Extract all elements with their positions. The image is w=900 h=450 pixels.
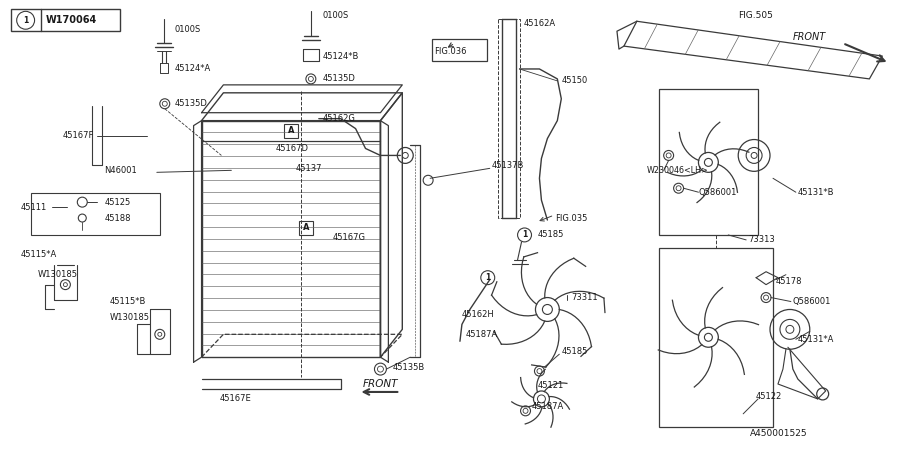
Text: FIG.036: FIG.036: [434, 47, 466, 56]
Text: 45167F: 45167F: [62, 131, 94, 140]
Text: 45122: 45122: [756, 392, 782, 401]
Text: 45131*B: 45131*B: [797, 188, 834, 197]
Text: 45188: 45188: [104, 214, 130, 223]
Text: 45135D: 45135D: [175, 99, 208, 108]
Text: 45125: 45125: [104, 198, 130, 207]
Bar: [432, 39, 487, 61]
Bar: [299, 221, 313, 235]
Text: 45121: 45121: [537, 382, 563, 391]
Text: FIG.035: FIG.035: [555, 214, 588, 223]
Bar: [659, 89, 758, 235]
Text: 45167G: 45167G: [333, 234, 365, 243]
Text: 45185: 45185: [537, 230, 563, 239]
Text: 45115*B: 45115*B: [110, 297, 147, 306]
Text: Q586001: Q586001: [793, 297, 832, 306]
Text: FRONT: FRONT: [363, 379, 399, 389]
Text: 45162G: 45162G: [323, 114, 356, 123]
Bar: [11, 9, 120, 31]
Text: 45162H: 45162H: [462, 310, 495, 319]
Text: 45137: 45137: [296, 164, 322, 173]
Text: Q586001: Q586001: [698, 188, 737, 197]
Text: 45137B: 45137B: [491, 161, 524, 170]
Text: 73311: 73311: [572, 293, 598, 302]
Text: 45187A: 45187A: [532, 402, 563, 411]
Text: 1: 1: [522, 230, 527, 239]
Text: 45167D: 45167D: [276, 144, 309, 153]
Text: 1: 1: [23, 16, 28, 25]
Bar: [498, 19, 519, 218]
Text: 45185: 45185: [562, 346, 588, 356]
Bar: [31, 193, 160, 235]
Text: 0100S: 0100S: [323, 11, 349, 20]
Text: 45115*A: 45115*A: [21, 250, 57, 259]
Text: FRONT: FRONT: [793, 32, 826, 42]
Text: N46001: N46001: [104, 166, 137, 175]
Text: 45135D: 45135D: [323, 74, 356, 83]
Text: 45167E: 45167E: [220, 394, 251, 403]
Text: 73313: 73313: [748, 235, 775, 244]
Text: 0100S: 0100S: [175, 25, 201, 34]
Text: A450001525: A450001525: [751, 429, 808, 438]
Text: 45131*A: 45131*A: [797, 335, 834, 344]
Text: W170064: W170064: [46, 15, 97, 25]
Text: A: A: [288, 126, 294, 135]
Text: W130185: W130185: [110, 313, 150, 322]
Text: 1: 1: [485, 273, 490, 282]
Text: 45150: 45150: [562, 76, 588, 86]
Text: 45187A: 45187A: [466, 330, 499, 339]
Bar: [659, 248, 773, 427]
Text: 45111: 45111: [21, 202, 47, 211]
Bar: [284, 124, 298, 138]
Text: 45124*A: 45124*A: [175, 64, 211, 73]
Text: 45178: 45178: [776, 277, 803, 286]
Text: W230046<LH>: W230046<LH>: [647, 166, 708, 175]
Text: A: A: [302, 224, 309, 233]
Text: 45124*B: 45124*B: [323, 52, 359, 61]
Text: 45162A: 45162A: [524, 19, 555, 28]
Text: FIG.505: FIG.505: [738, 11, 773, 20]
Text: W130185: W130185: [38, 270, 77, 279]
Text: 45135B: 45135B: [392, 363, 425, 372]
